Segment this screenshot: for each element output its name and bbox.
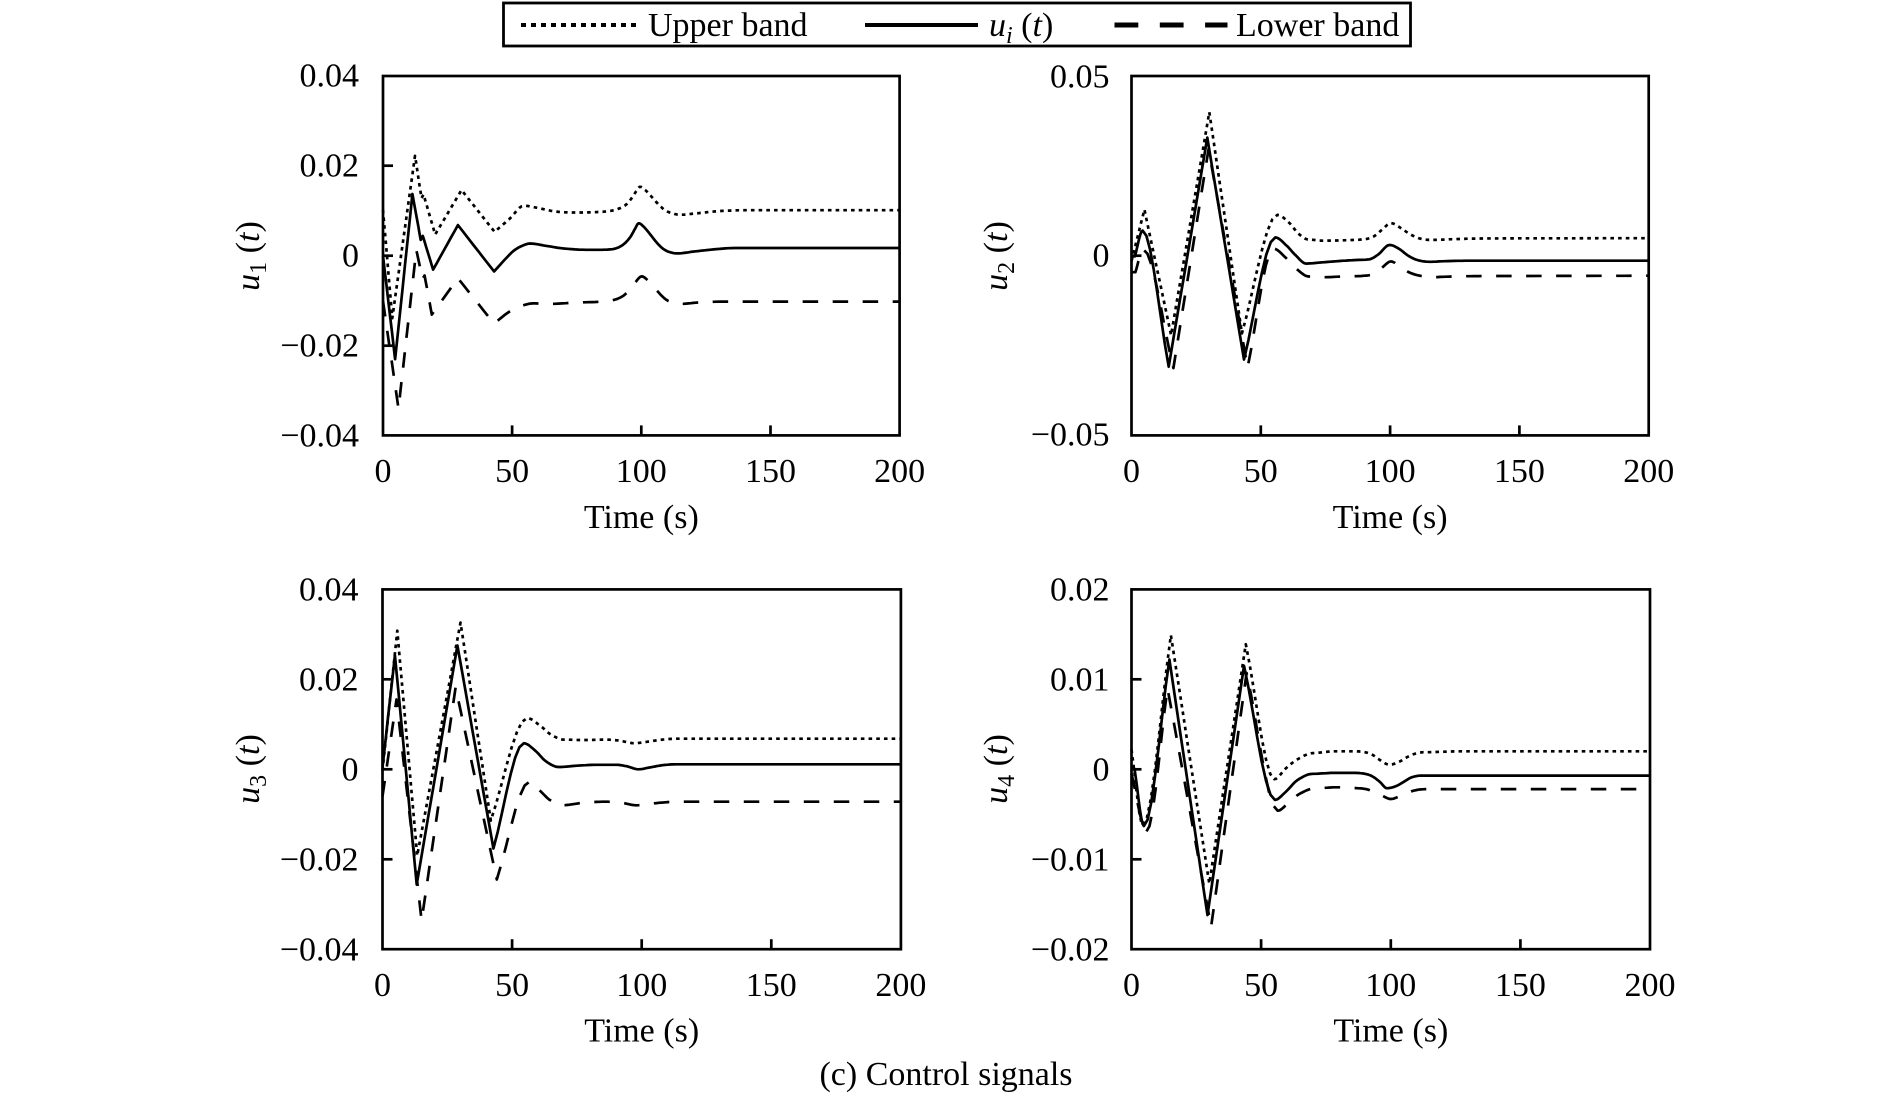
svg-text:0.04: 0.04 [300, 58, 360, 95]
svg-text:0: 0 [1123, 967, 1140, 1004]
svg-text:100: 100 [616, 967, 667, 1004]
svg-text:150: 150 [1495, 967, 1546, 1004]
svg-text:Time (s): Time (s) [1333, 1013, 1448, 1050]
svg-text:0.02: 0.02 [300, 148, 360, 185]
svg-text:100: 100 [616, 453, 667, 490]
svg-text:100: 100 [1365, 453, 1416, 490]
svg-text:Time (s): Time (s) [584, 499, 699, 536]
svg-text:0: 0 [342, 238, 359, 275]
svg-text:200: 200 [1623, 453, 1674, 490]
svg-text:150: 150 [746, 967, 797, 1004]
svg-text:u1 (t): u1 (t) [230, 221, 272, 291]
svg-text:−0.01: −0.01 [1031, 841, 1110, 878]
svg-text:Time (s): Time (s) [584, 1013, 699, 1050]
svg-text:0: 0 [1123, 453, 1140, 490]
svg-text:150: 150 [1494, 453, 1545, 490]
svg-text:Upper band: Upper band [648, 7, 808, 44]
svg-text:u2 (t): u2 (t) [978, 221, 1020, 291]
svg-text:−0.04: −0.04 [280, 418, 359, 455]
svg-text:0.01: 0.01 [1050, 661, 1110, 698]
svg-text:Time (s): Time (s) [1333, 499, 1448, 536]
svg-text:0.02: 0.02 [1050, 571, 1110, 608]
svg-text:0.05: 0.05 [1050, 59, 1110, 96]
svg-text:−0.04: −0.04 [280, 931, 359, 968]
svg-text:−0.05: −0.05 [1031, 417, 1110, 454]
svg-text:0: 0 [1093, 238, 1110, 275]
svg-text:200: 200 [874, 453, 925, 490]
svg-text:0: 0 [1093, 751, 1110, 788]
svg-text:−0.02: −0.02 [1031, 931, 1110, 968]
svg-text:200: 200 [875, 967, 926, 1004]
svg-text:0: 0 [375, 453, 392, 490]
svg-text:ui (t): ui (t) [989, 7, 1053, 49]
svg-text:50: 50 [495, 967, 529, 1004]
svg-text:0.04: 0.04 [299, 571, 359, 608]
svg-text:150: 150 [745, 453, 796, 490]
svg-text:50: 50 [1244, 453, 1278, 490]
svg-text:u3 (t): u3 (t) [230, 734, 272, 804]
svg-text:50: 50 [1244, 967, 1278, 1004]
svg-text:−0.02: −0.02 [280, 841, 359, 878]
svg-text:u4 (t): u4 (t) [978, 734, 1020, 804]
svg-text:200: 200 [1625, 967, 1676, 1004]
svg-text:0.02: 0.02 [299, 661, 359, 698]
svg-text:50: 50 [495, 453, 529, 490]
svg-text:100: 100 [1365, 967, 1416, 1004]
svg-text:Lower band: Lower band [1236, 7, 1399, 44]
svg-text:0: 0 [342, 751, 359, 788]
svg-text:(c) Control signals: (c) Control signals [819, 1056, 1072, 1093]
svg-text:−0.02: −0.02 [280, 328, 359, 365]
svg-text:0: 0 [374, 967, 391, 1004]
